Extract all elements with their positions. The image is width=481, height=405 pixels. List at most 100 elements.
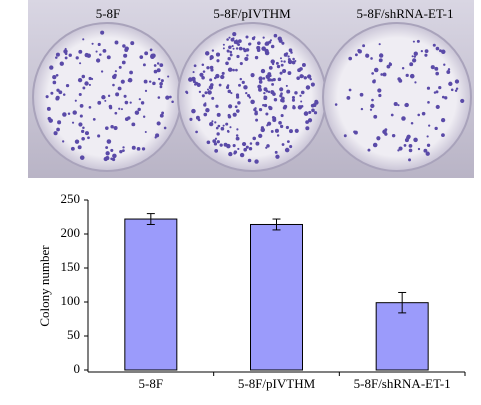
colony: [311, 108, 315, 113]
colony: [280, 60, 283, 63]
colony: [88, 83, 91, 87]
y-tick-label: 50: [67, 327, 80, 342]
dishes: [32, 22, 472, 172]
colony: [202, 70, 206, 73]
colony: [227, 57, 231, 61]
colony: [287, 59, 293, 65]
colony: [435, 104, 440, 110]
colony: [275, 61, 279, 65]
colony: [300, 90, 305, 95]
colony: [296, 76, 300, 80]
colony: [193, 64, 197, 68]
colony: [267, 90, 271, 94]
colony: [204, 51, 210, 56]
colony: [258, 80, 263, 84]
colony: [215, 104, 219, 108]
colony: [230, 37, 235, 42]
colony: [216, 132, 220, 136]
colony: [237, 39, 242, 44]
colony: [49, 65, 54, 70]
colony: [239, 152, 245, 158]
colony: [275, 154, 280, 159]
error-bar: [272, 218, 281, 231]
colony: [231, 45, 234, 48]
colony: [245, 145, 249, 149]
colony: [110, 148, 114, 152]
colony: [398, 146, 403, 151]
colony: [82, 38, 85, 41]
colony: [235, 134, 239, 137]
colony: [270, 130, 274, 133]
colony: [308, 110, 312, 114]
colony: [105, 151, 110, 156]
colony: [163, 126, 167, 130]
colony: [258, 87, 262, 92]
colony: [413, 51, 418, 56]
colony: [191, 108, 196, 114]
colony: [255, 118, 259, 122]
colony: [229, 53, 233, 57]
colony: [159, 85, 163, 89]
colony: [307, 118, 313, 123]
colony: [104, 99, 107, 102]
colony: [286, 140, 290, 143]
colony: [263, 103, 268, 108]
colony: [219, 143, 223, 147]
colony: [118, 107, 121, 110]
colony: [84, 131, 90, 136]
colony: [114, 40, 119, 45]
colony: [285, 84, 288, 87]
colony: [195, 130, 198, 134]
colony: [121, 79, 125, 83]
colony: [53, 131, 58, 136]
photo-label: 5-8F/pIVTHM: [213, 6, 291, 21]
colony: [227, 130, 230, 133]
colony: [226, 143, 231, 149]
colony: [129, 70, 133, 75]
chart: 0 50 100 150 200 250 5-8F 5-8F/pIVTHM 5-8F/shRNA…: [61, 191, 466, 391]
colony: [70, 146, 75, 151]
colony: [55, 96, 60, 101]
colony: [454, 89, 458, 93]
colony: [257, 84, 262, 89]
colony: [220, 126, 225, 131]
bar: [250, 223, 303, 371]
colony: [377, 88, 382, 93]
colony: [232, 47, 235, 50]
colony: [301, 63, 306, 67]
colony: [410, 121, 414, 125]
colony: [114, 70, 117, 73]
colony: [52, 80, 57, 85]
colony: [230, 92, 233, 95]
colony: [277, 77, 282, 82]
colony: [45, 95, 49, 99]
colony: [229, 50, 233, 54]
colony: [391, 133, 396, 138]
colony: [271, 82, 275, 86]
colony: [427, 101, 430, 104]
colony: [92, 118, 96, 121]
colony: [274, 128, 279, 133]
colony: [280, 114, 284, 118]
colony: [258, 133, 263, 139]
colony: [303, 111, 309, 116]
colony: [413, 55, 417, 58]
colony: [82, 126, 85, 129]
colony: [207, 66, 210, 69]
colony: [197, 118, 201, 122]
colony: [71, 121, 75, 124]
colony: [279, 124, 284, 129]
colony: [286, 89, 291, 94]
colony: [246, 54, 249, 57]
colony: [248, 147, 252, 151]
colony: [262, 36, 265, 39]
colony: [268, 40, 272, 44]
colony: [263, 96, 268, 101]
colony: [246, 93, 251, 98]
colony: [210, 55, 213, 58]
colony: [107, 94, 111, 98]
colony: [250, 73, 255, 78]
colony: [140, 101, 145, 105]
colony: [378, 58, 383, 63]
